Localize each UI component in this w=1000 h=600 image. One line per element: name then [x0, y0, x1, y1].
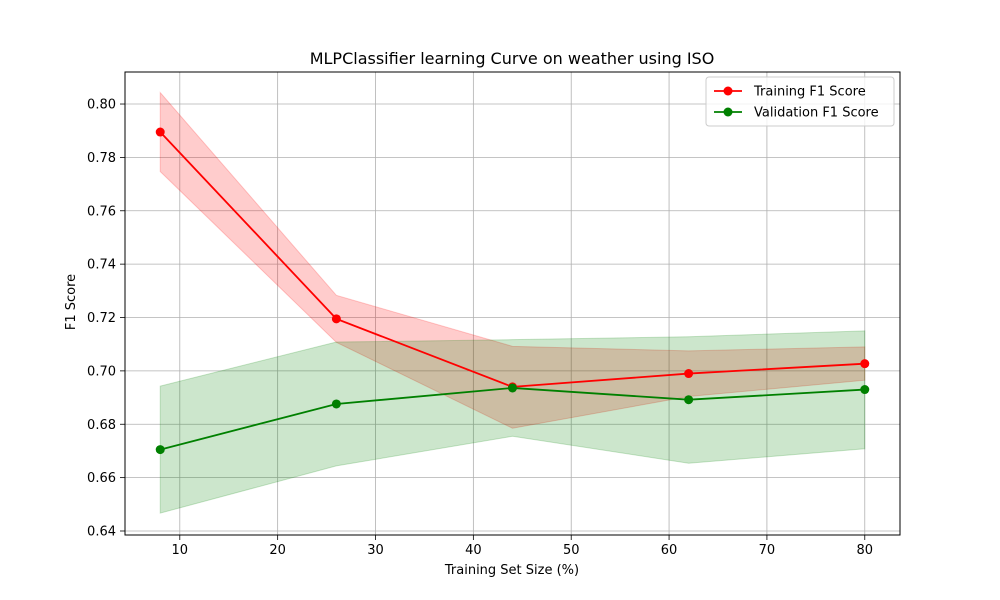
x-tick-label: 80: [856, 543, 873, 558]
training-f1-score-point: [331, 314, 341, 324]
x-tick-label: 30: [367, 543, 384, 558]
legend-marker-validation: [723, 107, 733, 117]
x-tick-label: 70: [759, 543, 776, 558]
training-f1-score-point: [155, 127, 165, 137]
legend: Training F1 Score Validation F1 Score: [705, 76, 895, 127]
y-tick-label: 0.66: [87, 471, 116, 486]
y-axis-label: F1 Score: [64, 274, 79, 330]
x-tick-label: 60: [661, 543, 678, 558]
plot-area-frame: [124, 71, 901, 536]
validation-f1-score-point: [155, 445, 165, 455]
validation-f1-score-point: [508, 383, 517, 393]
x-tick-label: 10: [172, 543, 189, 558]
legend-label-training: Training F1 Score: [753, 85, 866, 100]
x-tick-label: 40: [465, 543, 482, 558]
legend-label-validation: Validation F1 Score: [754, 106, 879, 121]
training-f1-score-point: [860, 359, 870, 369]
training-f1-score-point: [684, 369, 694, 379]
y-tick-label: 0.64: [87, 524, 116, 539]
x-axis-label: Training Set Size (%): [444, 563, 579, 578]
validation-f1-score-point: [684, 395, 694, 405]
series-markers: [155, 127, 870, 455]
y-axis-ticks: 0.64 0.66 0.68 0.70 0.72 0.74 0.76 0.78 0.80: [87, 98, 125, 539]
validation-f1-score-point: [860, 385, 870, 395]
grid: [125, 72, 900, 535]
validation-f1-score-point: [331, 399, 341, 409]
chart-title: MLPClassifier learning Curve on weather …: [310, 49, 715, 68]
x-axis-ticks: 10 20 30 40 50 60 70 80: [172, 535, 873, 558]
x-tick-label: 20: [269, 543, 286, 558]
y-tick-label: 0.78: [87, 151, 116, 166]
x-tick-label: 50: [563, 543, 580, 558]
legend-marker-training: [723, 86, 733, 96]
y-tick-label: 0.72: [87, 311, 116, 326]
y-tick-label: 0.68: [87, 418, 116, 433]
legend-box: [705, 76, 895, 127]
y-tick-label: 0.74: [87, 258, 116, 273]
y-tick-label: 0.76: [87, 204, 116, 219]
y-tick-label: 0.80: [87, 98, 116, 113]
training-f1-score-band: [159, 91, 866, 429]
y-tick-label: 0.70: [87, 364, 116, 379]
